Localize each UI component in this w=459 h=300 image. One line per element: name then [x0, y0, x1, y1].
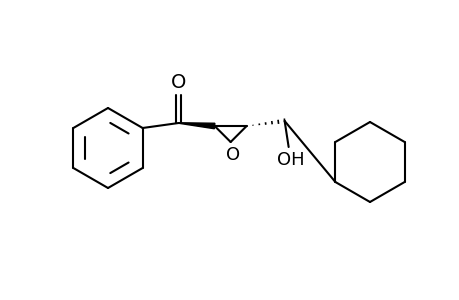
- Polygon shape: [178, 123, 214, 129]
- Text: O: O: [225, 146, 239, 164]
- Text: O: O: [171, 73, 186, 92]
- Text: OH: OH: [276, 151, 304, 169]
